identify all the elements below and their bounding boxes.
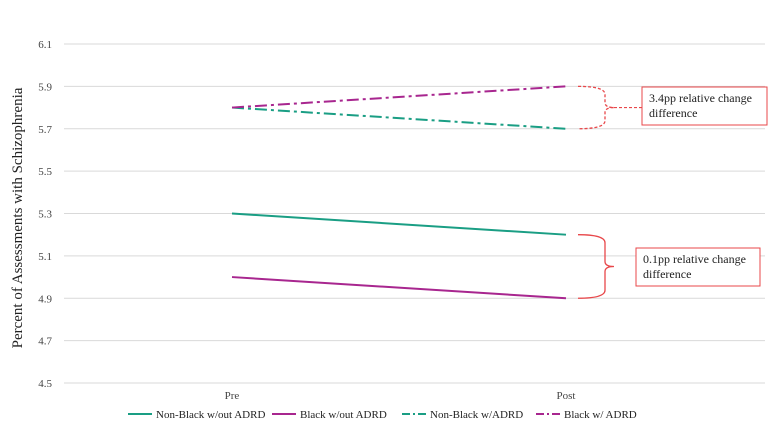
series-line-2 [231, 106, 567, 130]
annotation-box [641, 86, 768, 126]
annotation-brace [577, 85, 615, 130]
y-tick-label: 6.1 [38, 39, 52, 51]
legend: Non-Black w/out ADRD Black w/out ADRD Non-… [128, 409, 637, 421]
series-line-3 [231, 85, 567, 109]
annotation-brace [577, 234, 615, 299]
y-tick-label: 4.7 [38, 336, 52, 348]
y-tick-label: 4.5 [38, 378, 52, 390]
y-axis-ticks: 6.1 5.9 5.7 5.5 5.3 5.1 4.9 4.7 4.5 [38, 39, 52, 390]
y-tick-label: 5.7 [38, 124, 52, 136]
series-line-1 [231, 276, 567, 300]
series-lines [231, 85, 567, 300]
y-tick-label: 5.1 [38, 251, 52, 263]
annotation-box [635, 247, 761, 287]
series-line-0 [231, 212, 567, 236]
x-axis-ticks: Pre Post [225, 390, 576, 402]
legend-label-0: Non-Black w/out ADRD [156, 409, 265, 421]
gridlines [64, 43, 765, 384]
legend-label-1: Black w/out ADRD [300, 409, 387, 421]
y-tick-label: 5.5 [38, 166, 52, 178]
annotation-text-line2: difference [649, 106, 697, 120]
annotation-text-line2: difference [643, 267, 691, 281]
annotation-text-line1: 3.4pp relative change [649, 91, 752, 105]
y-tick-label: 4.9 [38, 293, 52, 305]
annotation-text-line1: 0.1pp relative change [643, 252, 746, 266]
y-axis-label: Percent of Assessments with Schizophreni… [10, 87, 26, 348]
legend-label-2: Non-Black w/ADRD [430, 409, 523, 421]
x-tick-label: Post [557, 390, 576, 402]
y-tick-label: 5.9 [38, 81, 52, 93]
legend-label-3: Black w/ ADRD [564, 409, 637, 421]
y-tick-label: 5.3 [38, 209, 52, 221]
x-tick-label: Pre [225, 390, 240, 402]
